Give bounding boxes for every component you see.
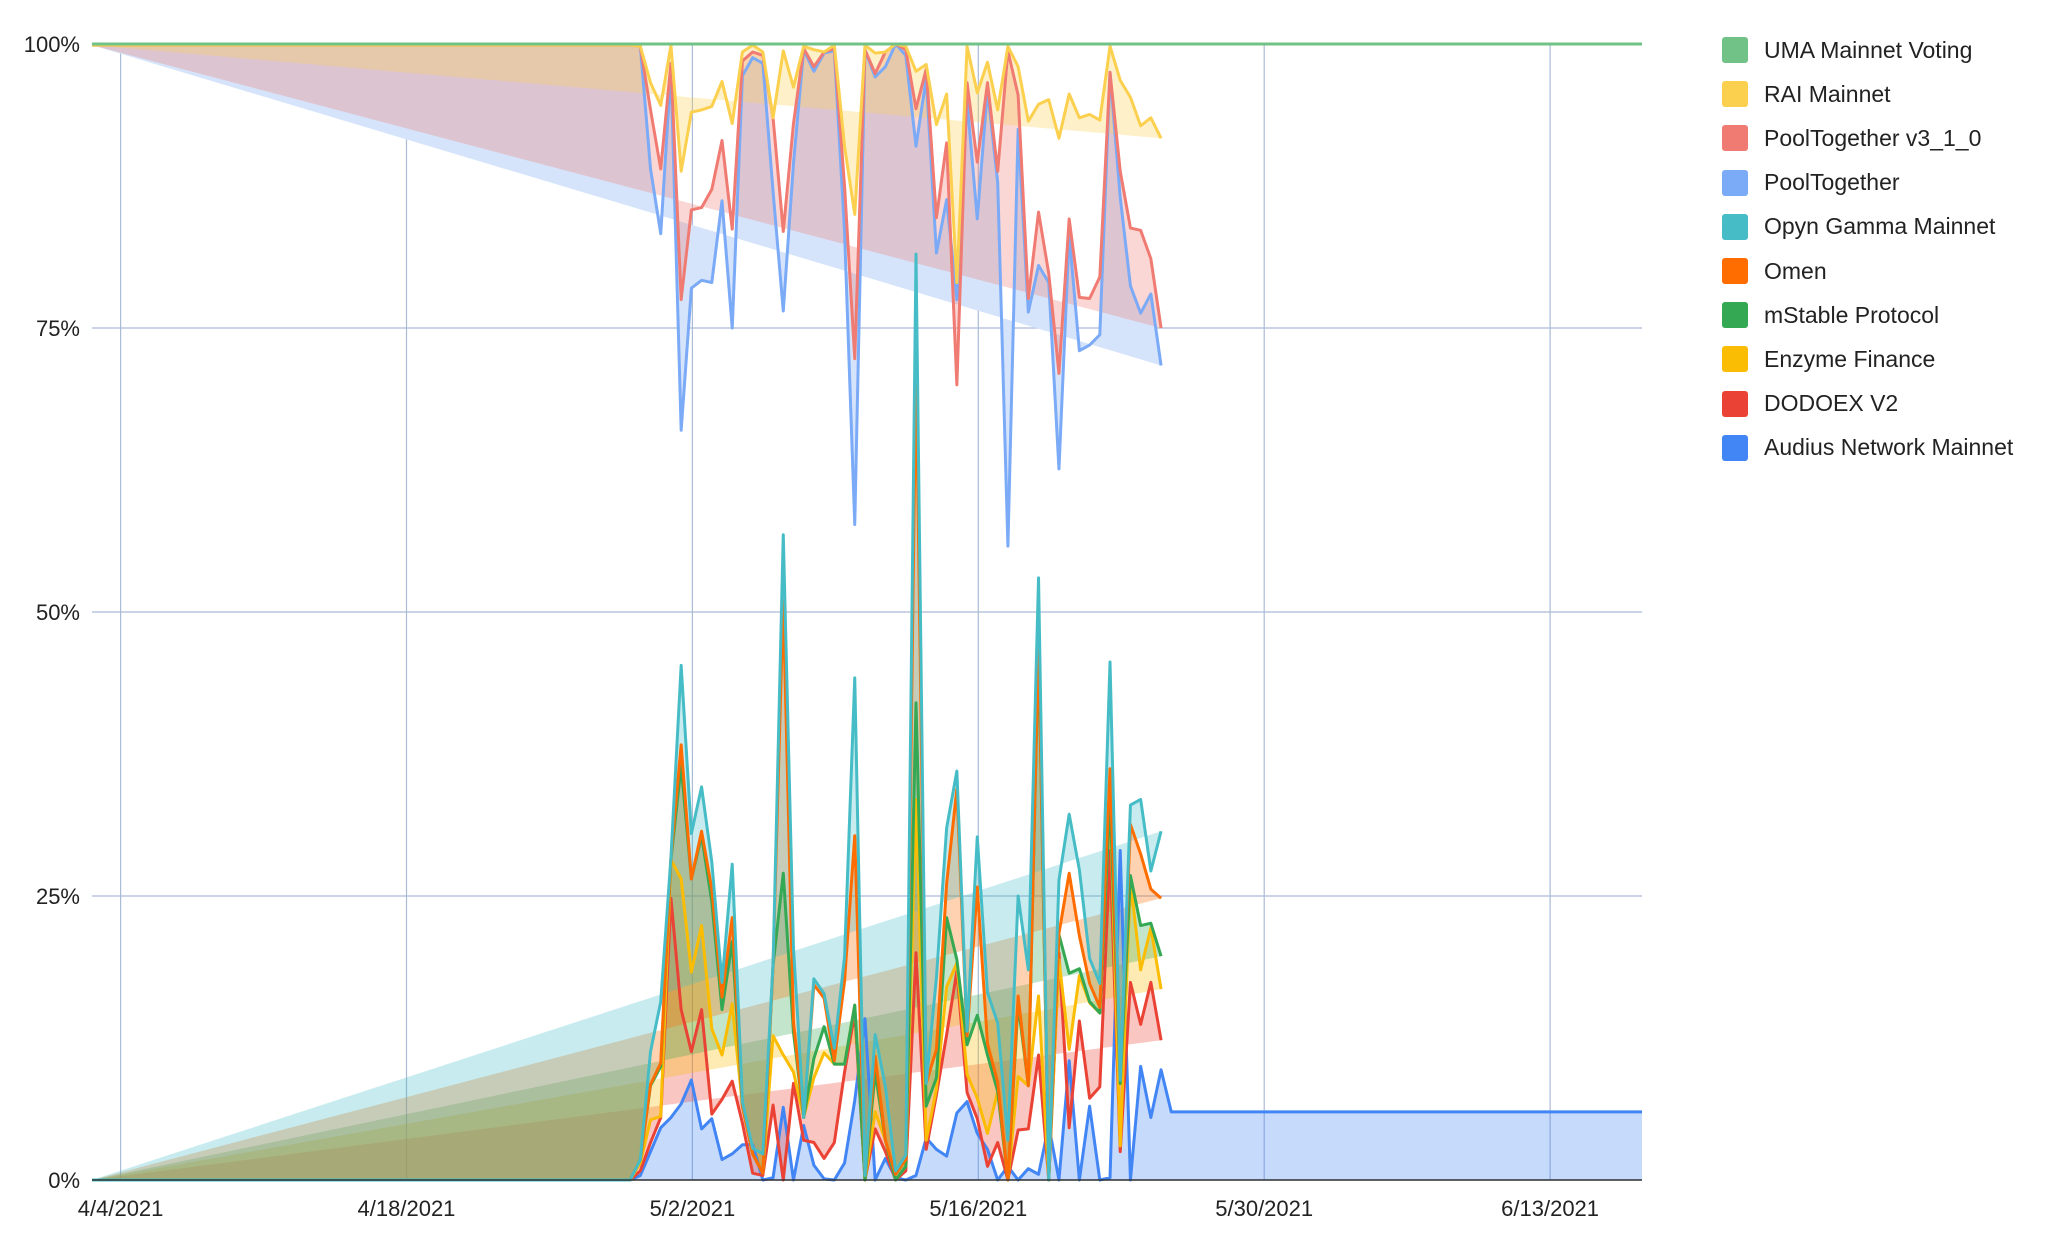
legend-label: PoolTogether v3_1_0 — [1764, 124, 1982, 151]
y-tick-label: 25% — [36, 884, 80, 909]
y-tick-label: 0% — [48, 1168, 80, 1193]
legend-label: DODOEX V2 — [1764, 390, 1899, 417]
legend-item[interactable]: RAI Mainnet — [1722, 72, 2042, 116]
legend-swatch — [1722, 37, 1748, 64]
legend-item[interactable]: Omen — [1722, 249, 2042, 293]
line-pooltogether — [92, 42, 1163, 548]
x-tick-label: 6/13/2021 — [1501, 1196, 1599, 1221]
line-opyn-gamma-mainnet — [92, 252, 1163, 1182]
legend-item[interactable]: PoolTogether — [1722, 161, 2042, 205]
line-omen — [92, 360, 1163, 1182]
legend-label: UMA Mainnet Voting — [1764, 36, 1973, 63]
legend-label: mStable Protocol — [1764, 301, 1940, 328]
legend-item[interactable]: DODOEX V2 — [1722, 382, 2042, 426]
x-tick-label: 5/2/2021 — [650, 1196, 736, 1221]
legend-label: Enzyme Finance — [1764, 345, 1936, 372]
area-pooltogether — [92, 44, 1162, 547]
legend-swatch — [1722, 302, 1748, 329]
x-tick-label: 5/16/2021 — [929, 1196, 1027, 1221]
area-omen — [92, 362, 1162, 1181]
area-rai-mainnet — [92, 44, 1162, 283]
y-tick-label: 100% — [24, 32, 80, 57]
legend-swatch — [1722, 390, 1748, 417]
legend-swatch — [1722, 81, 1748, 108]
y-tick-label: 75% — [36, 316, 80, 341]
legend-label: Opyn Gamma Mainnet — [1764, 213, 1996, 240]
legend-swatch — [1722, 169, 1748, 196]
legend-label: Audius Network Mainnet — [1764, 434, 2014, 461]
legend-item[interactable]: Opyn Gamma Mainnet — [1722, 205, 2042, 249]
legend-item[interactable]: mStable Protocol — [1722, 293, 2042, 337]
x-tick-label: 4/4/2021 — [78, 1196, 164, 1221]
area-audius-network-mainnet — [92, 850, 1642, 1180]
area-dodoex-v2 — [92, 850, 1162, 1180]
legend-swatch — [1722, 258, 1748, 285]
legend-swatch — [1722, 125, 1748, 152]
line-rai-mainnet — [92, 42, 1163, 285]
area-fills — [92, 44, 1642, 1181]
area-mstable-protocol — [92, 643, 1162, 1180]
legend-swatch — [1722, 434, 1748, 461]
line-audius-network-mainnet — [92, 849, 1642, 1182]
series-lines — [92, 42, 1642, 1182]
legend: UMA Mainnet Voting RAI Mainnet PoolTogethe… — [1722, 28, 2042, 470]
legend-label: PoolTogether — [1764, 169, 1900, 196]
x-tick-label: 5/30/2021 — [1215, 1196, 1313, 1221]
legend-item[interactable]: PoolTogether v3_1_0 — [1722, 116, 2042, 160]
legend-swatch — [1722, 213, 1748, 240]
legend-label: Omen — [1764, 257, 1827, 284]
area-enzyme-finance — [92, 799, 1162, 1180]
y-tick-label: 50% — [36, 600, 80, 625]
area-pooltogether-v3-1-0 — [92, 44, 1162, 385]
legend-item[interactable]: Audius Network Mainnet — [1722, 426, 2042, 470]
legend-item[interactable]: Enzyme Finance — [1722, 337, 2042, 381]
area-opyn-gamma-mainnet — [92, 254, 1162, 1180]
stacked-area-chart: 0% 25% 50% 75% 100% 4/4/2021 4/18/2021 5/2/2021… — [24, 32, 1642, 1221]
legend-item[interactable]: UMA Mainnet Voting — [1722, 28, 2042, 72]
x-tick-label: 4/18/2021 — [358, 1196, 456, 1221]
axes: 0% 25% 50% 75% 100% 4/4/2021 4/18/2021 5/2/2021… — [24, 32, 1642, 1221]
legend-swatch — [1722, 346, 1748, 373]
legend-label: RAI Mainnet — [1764, 80, 1891, 107]
